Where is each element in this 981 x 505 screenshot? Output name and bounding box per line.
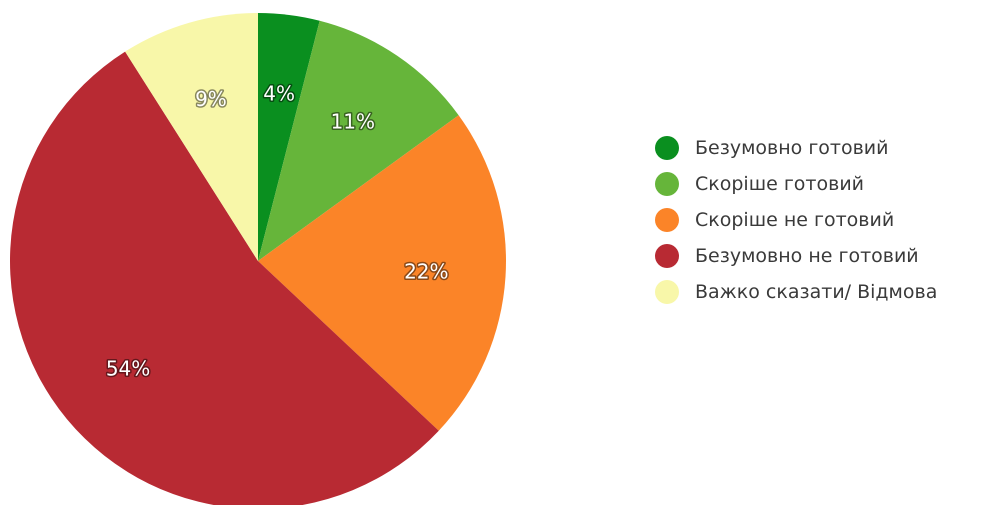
slice-label: 4% [263,82,295,106]
pie-slice [258,20,459,261]
slice-label: 22% [404,260,448,284]
legend-label: Скоріше не готовий [695,209,895,231]
slice-label: 11% [331,110,375,134]
legend: Безумовно готовий Скоріше готовий Скоріш… [655,130,937,310]
legend-label: Безумовно не готовий [695,245,919,267]
legend-item: Скоріше готовий [655,166,937,202]
legend-swatch [655,244,679,268]
legend-item: Безумовно не готовий [655,238,937,274]
legend-swatch [655,136,679,160]
pie-slice [10,51,439,505]
slice-label: 54% [106,356,150,380]
legend-swatch [655,172,679,196]
legend-label: Безумовно готовий [695,137,889,159]
pie-slice [125,13,258,261]
legend-item: Скоріше не готовий [655,202,937,238]
legend-item: Важко сказати/ Відмова [655,274,937,310]
legend-item: Безумовно готовий [655,130,937,166]
legend-label: Важко сказати/ Відмова [695,281,938,303]
pie-slice [258,13,320,261]
legend-swatch [655,280,679,304]
legend-label: Скоріше готовий [695,173,865,195]
pie-slice [258,115,506,431]
legend-swatch [655,208,679,232]
slice-label: 9% [195,87,227,111]
